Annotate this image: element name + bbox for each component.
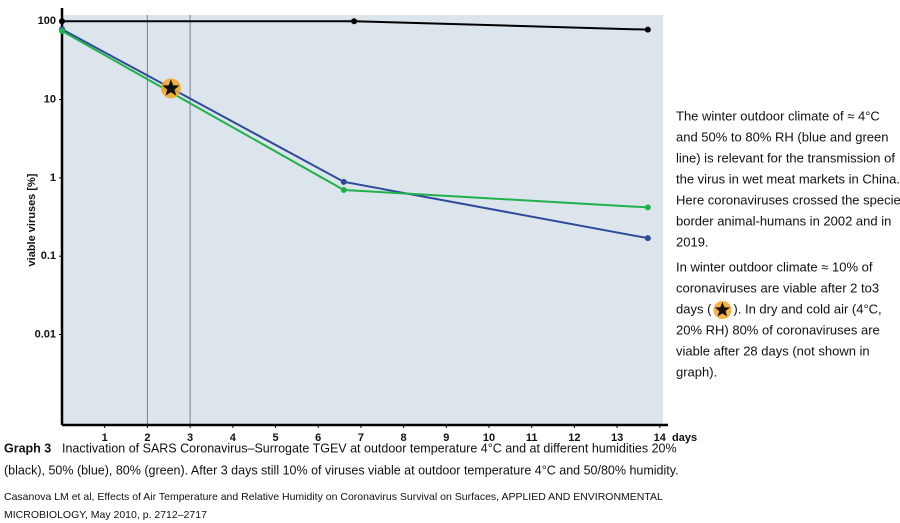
- x-tick-label: 11: [526, 432, 538, 444]
- y-tick-label: 0.01: [35, 328, 56, 340]
- series-point: [644, 235, 651, 242]
- caption-line: (black), 50% (blue), 80% (green). After …: [4, 463, 679, 477]
- caption-line: Inactivation of SARS Coronavirus–Surroga…: [62, 441, 677, 455]
- note-line: border animal-humans in 2002 and in: [676, 213, 891, 228]
- note-line: coronaviruses are viable after 2 to3: [676, 280, 879, 295]
- x-tick-label: 5: [272, 432, 278, 444]
- series-point: [644, 26, 651, 33]
- note-line: days (: [676, 301, 712, 316]
- series-point: [59, 18, 65, 25]
- x-tick-label: 7: [358, 432, 364, 444]
- x-tick-label: 8: [401, 432, 407, 444]
- y-axis-label: viable viruses [%]: [26, 173, 38, 266]
- series-point: [340, 178, 347, 185]
- x-axis-label: days: [672, 432, 697, 444]
- star-marker: [714, 302, 730, 317]
- note-line: ). In dry and cold air (4°C,: [733, 301, 881, 316]
- x-tick-label: 14: [654, 432, 667, 444]
- citation-line: MICROBIOLOGY, May 2010, p. 2712–2717: [4, 509, 207, 521]
- note-line: 20% RH) 80% of coronaviruses are: [676, 322, 880, 337]
- x-tick-label: 9: [443, 432, 449, 444]
- note-line: 2019.: [676, 234, 709, 249]
- series-point: [59, 27, 65, 34]
- series-point: [340, 187, 347, 194]
- caption-label: Graph 3: [4, 441, 51, 455]
- note-line: the virus in wet meat markets in China.: [676, 171, 900, 186]
- y-tick-label: 100: [38, 15, 56, 27]
- x-tick-label: 3: [187, 432, 193, 444]
- plot: [62, 15, 663, 425]
- note-line: and 50% to 80% RH (blue and green: [676, 129, 888, 144]
- star-marker: [162, 79, 180, 96]
- x-tick-label: 2: [144, 432, 150, 444]
- plot-background: [62, 15, 663, 425]
- x-tick-label: 4: [230, 432, 237, 444]
- x-tick-label: 6: [315, 432, 321, 444]
- y-tick-label: 0.1: [41, 250, 56, 262]
- x-tick-label: 13: [611, 432, 623, 444]
- series-point: [644, 204, 651, 211]
- x-tick-label: 12: [568, 432, 580, 444]
- note-line: The winter outdoor climate of ≈ 4°C: [676, 108, 880, 123]
- note-line: Here coronaviruses crossed the species: [676, 192, 900, 207]
- x-tick-label: 1: [102, 432, 108, 444]
- citation-line: Casanova LM et al, Effects of Air Temper…: [4, 491, 663, 503]
- note-line: graph).: [676, 364, 717, 379]
- y-tick-label: 1: [50, 172, 56, 184]
- series-point: [351, 18, 358, 25]
- note-line: line) is relevant for the transmission o…: [676, 150, 895, 165]
- note-line: In winter outdoor climate ≈ 10% of: [676, 259, 873, 274]
- note-line: viable after 28 days (not shown in: [676, 343, 870, 358]
- x-tick-label: 10: [483, 432, 495, 444]
- y-tick-label: 10: [44, 93, 56, 105]
